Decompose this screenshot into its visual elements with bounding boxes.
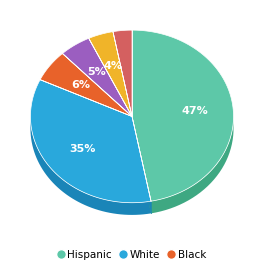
Text: 5%: 5% <box>87 67 106 77</box>
Polygon shape <box>30 80 151 203</box>
Polygon shape <box>132 116 151 213</box>
Polygon shape <box>89 32 132 116</box>
Text: 35%: 35% <box>69 144 96 154</box>
Polygon shape <box>63 38 132 116</box>
Text: 47%: 47% <box>181 106 208 116</box>
Polygon shape <box>113 30 132 116</box>
Polygon shape <box>151 119 233 213</box>
Text: 4%: 4% <box>103 60 122 70</box>
Polygon shape <box>30 117 151 215</box>
Legend: Hispanic, White, Black: Hispanic, White, Black <box>56 248 208 262</box>
Polygon shape <box>132 30 234 201</box>
Polygon shape <box>132 116 151 213</box>
Polygon shape <box>40 53 132 116</box>
Text: 6%: 6% <box>72 80 91 90</box>
